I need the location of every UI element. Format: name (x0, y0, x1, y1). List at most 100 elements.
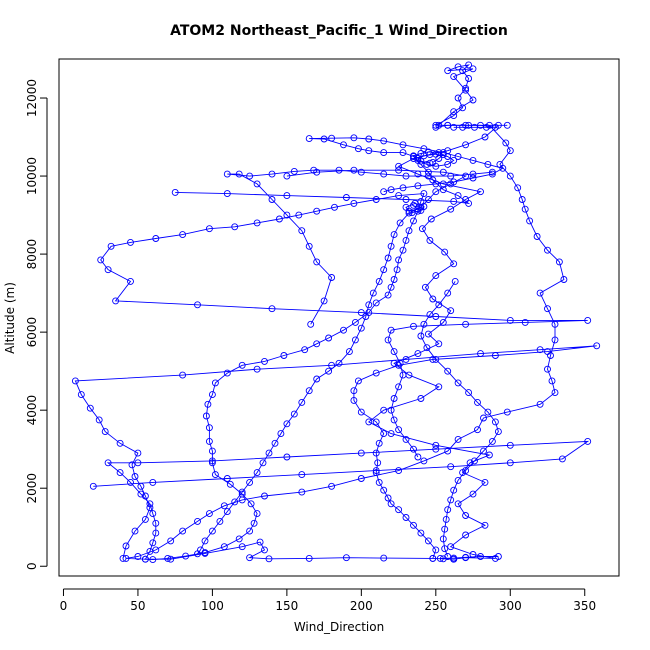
data-point (350, 134, 358, 142)
data-point (390, 231, 398, 239)
data-point (414, 156, 422, 164)
data-point (194, 550, 201, 558)
data-point (395, 166, 403, 174)
data-point (488, 168, 496, 176)
data-point (424, 172, 432, 180)
data-point (462, 467, 470, 475)
data-point (365, 301, 373, 309)
data-point (149, 478, 157, 486)
data-point (402, 236, 410, 244)
data-point (283, 420, 291, 428)
data-point (544, 305, 551, 313)
data-point (305, 242, 313, 250)
data-point (390, 416, 398, 424)
data-point (387, 186, 395, 194)
data-point (261, 357, 268, 365)
data-point (202, 412, 210, 420)
data-point (420, 320, 428, 328)
data-point (268, 170, 276, 178)
data-point (411, 199, 419, 207)
data-point (372, 469, 380, 477)
data-point (544, 348, 551, 356)
y-tick-label: 2000 (25, 473, 39, 504)
data-point (441, 545, 449, 553)
data-point (357, 309, 365, 317)
data-point (247, 500, 255, 508)
data-point (444, 160, 452, 168)
data-point (372, 449, 380, 457)
data-point (208, 457, 216, 465)
y-tick-label: 4000 (25, 395, 39, 426)
data-point (384, 291, 392, 299)
data-point (424, 537, 432, 545)
data-point (429, 295, 437, 303)
data-point (462, 512, 470, 519)
data-point (462, 172, 470, 180)
data-point (313, 258, 321, 266)
x-tick-label: 250 (424, 599, 447, 613)
data-point (432, 441, 440, 449)
data-point (506, 316, 514, 324)
data-point (238, 361, 246, 369)
data-point (375, 277, 383, 285)
data-point (345, 348, 353, 356)
data-point (418, 225, 426, 233)
data-point (544, 246, 551, 254)
data-point (372, 418, 380, 426)
data-point (342, 194, 350, 201)
data-point (484, 160, 492, 168)
data-point (104, 459, 112, 467)
data-point (491, 352, 499, 359)
data-point (387, 430, 395, 438)
data-point (259, 459, 267, 467)
data-point (375, 478, 383, 486)
data-point (384, 494, 392, 502)
data-point (420, 457, 428, 465)
data-point (223, 170, 231, 178)
data-point (462, 531, 470, 539)
x-tick-label: 0 (60, 599, 68, 613)
data-point (393, 266, 401, 274)
y-tick-label: 6000 (25, 317, 39, 348)
data-point (439, 535, 447, 543)
data-point (261, 546, 268, 554)
series-line-5 (197, 169, 467, 555)
data-point (444, 121, 452, 129)
data-point (328, 482, 336, 490)
data-point (250, 519, 258, 527)
data-point (395, 506, 403, 514)
data-point (560, 276, 568, 283)
data-point (444, 153, 452, 160)
data-point (518, 196, 526, 203)
data-point (414, 453, 422, 461)
data-point (450, 260, 458, 268)
data-point (402, 203, 410, 211)
data-point (450, 112, 458, 120)
data-point (350, 396, 358, 404)
data-point (182, 552, 190, 560)
data-point (481, 521, 489, 529)
data-point (335, 359, 343, 367)
data-point (447, 543, 455, 551)
data-point (429, 554, 437, 562)
data-point (399, 149, 407, 157)
data-point (231, 498, 239, 506)
data-point (435, 340, 443, 348)
series-line-10 (435, 124, 496, 128)
data-point (271, 439, 279, 447)
data-point (253, 219, 261, 227)
data-point (410, 322, 417, 330)
y-tick-label: 12000 (25, 79, 39, 117)
data-point (488, 170, 496, 178)
data-point (354, 377, 362, 385)
data-point (295, 211, 303, 219)
data-point (444, 506, 452, 514)
data-point (265, 449, 273, 457)
data-point (469, 65, 477, 73)
data-point (465, 75, 473, 82)
data-point (238, 488, 246, 496)
x-axis-label: Wind_Direction (294, 620, 384, 634)
data-point (283, 211, 291, 219)
data-point (502, 139, 510, 147)
data-point (454, 192, 462, 200)
